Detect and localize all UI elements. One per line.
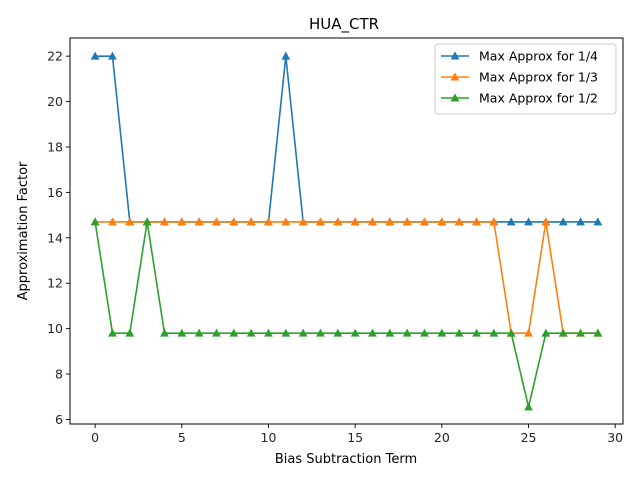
data-point-marker	[316, 328, 325, 337]
data-point-marker	[160, 217, 169, 226]
legend-entry-label: Max Approx for 1/2	[479, 91, 598, 106]
data-point-marker	[489, 328, 499, 337]
data-point-marker	[558, 328, 568, 337]
data-point-marker	[472, 217, 481, 226]
data-point-marker	[524, 402, 533, 411]
data-point-marker	[402, 328, 412, 337]
data-point-marker	[298, 217, 308, 226]
data-point-marker	[593, 217, 603, 226]
data-point-marker	[541, 328, 551, 337]
data-point-marker	[90, 217, 100, 226]
data-point-marker	[298, 328, 308, 337]
legend-entry-label: Max Approx for 1/4	[479, 49, 598, 64]
data-point-marker	[524, 217, 533, 226]
legend: Max Approx for 1/4 Max Approx for 1/3 Max …	[434, 43, 617, 115]
data-point-marker	[90, 51, 100, 60]
data-point-marker	[246, 328, 256, 337]
y-tick-label: 8	[55, 367, 63, 382]
y-axis-ticks: 6 8 10 12 14 16 18 20 22	[47, 49, 70, 427]
data-point-marker	[108, 217, 117, 226]
data-point-marker	[437, 328, 447, 337]
data-point-marker	[350, 217, 360, 226]
legend-frame	[434, 43, 617, 115]
data-point-marker	[194, 217, 204, 226]
series-layer	[90, 51, 603, 411]
data-point-marker	[229, 328, 239, 337]
data-point-marker	[281, 328, 291, 337]
data-point-marker	[333, 217, 343, 226]
data-point-marker	[264, 217, 273, 226]
y-tick-label: 14	[47, 230, 63, 245]
data-point-marker	[333, 328, 343, 337]
data-point-marker	[368, 328, 377, 337]
data-point-marker	[108, 328, 117, 337]
data-point-marker	[454, 217, 464, 226]
data-point-marker	[194, 328, 204, 337]
data-point-marker	[558, 217, 568, 226]
data-point-marker	[212, 217, 221, 226]
y-tick-label: 20	[47, 94, 63, 109]
x-tick-label: 20	[434, 430, 450, 445]
y-tick-label: 12	[47, 276, 63, 291]
data-point-marker	[489, 217, 499, 226]
data-point-marker	[506, 217, 516, 226]
x-tick-label: 25	[521, 430, 537, 445]
data-point-marker	[125, 328, 135, 337]
series-group	[90, 217, 603, 411]
legend-swatch-marker	[450, 72, 460, 81]
x-tick-label: 5	[178, 430, 186, 445]
data-point-marker	[368, 217, 377, 226]
legend-swatch-marker	[450, 51, 460, 60]
data-point-marker	[142, 217, 152, 226]
data-point-marker	[472, 328, 481, 337]
y-tick-label: 22	[47, 49, 63, 64]
data-point-marker	[246, 217, 256, 226]
y-tick-label: 6	[55, 412, 63, 427]
x-tick-label: 0	[91, 430, 99, 445]
data-point-marker	[125, 217, 135, 226]
data-point-marker	[385, 328, 395, 337]
data-point-marker	[420, 217, 429, 226]
data-point-marker	[264, 328, 273, 337]
x-tick-label: 30	[607, 430, 623, 445]
data-point-marker	[281, 51, 291, 60]
x-axis-label: Bias Subtraction Term	[275, 452, 417, 467]
data-point-marker	[316, 217, 325, 226]
data-point-marker	[160, 328, 169, 337]
data-point-marker	[541, 217, 551, 226]
y-tick-label: 16	[47, 185, 63, 200]
data-point-marker	[576, 328, 585, 337]
data-point-marker	[593, 328, 603, 337]
data-point-marker	[212, 328, 221, 337]
data-point-marker	[576, 217, 585, 226]
data-point-marker	[385, 217, 395, 226]
legend-entry-label: Max Approx for 1/3	[479, 70, 598, 85]
data-point-marker	[506, 328, 516, 337]
data-point-marker	[177, 328, 187, 337]
series-line	[95, 221, 598, 334]
data-point-marker	[454, 328, 464, 337]
data-point-marker	[177, 217, 187, 226]
data-point-marker	[437, 217, 447, 226]
x-axis-ticks: 0 5 10 15 20 25 30	[91, 424, 623, 445]
x-tick-label: 15	[347, 430, 363, 445]
data-point-marker	[420, 328, 429, 337]
chart-title: HUA_CTR	[309, 15, 379, 34]
data-point-marker	[350, 328, 360, 337]
y-tick-label: 18	[47, 139, 63, 154]
series-line	[94, 221, 598, 408]
data-point-marker	[108, 51, 117, 60]
y-axis-label: Approximation Factor	[16, 161, 31, 300]
y-tick-label: 10	[47, 321, 63, 336]
data-point-marker	[229, 217, 239, 226]
data-point-marker	[281, 217, 291, 226]
legend-swatch-marker	[450, 93, 460, 102]
data-point-marker	[402, 217, 412, 226]
plot-frame	[69, 37, 624, 425]
x-tick-label: 10	[261, 430, 277, 445]
data-point-marker	[524, 328, 533, 337]
